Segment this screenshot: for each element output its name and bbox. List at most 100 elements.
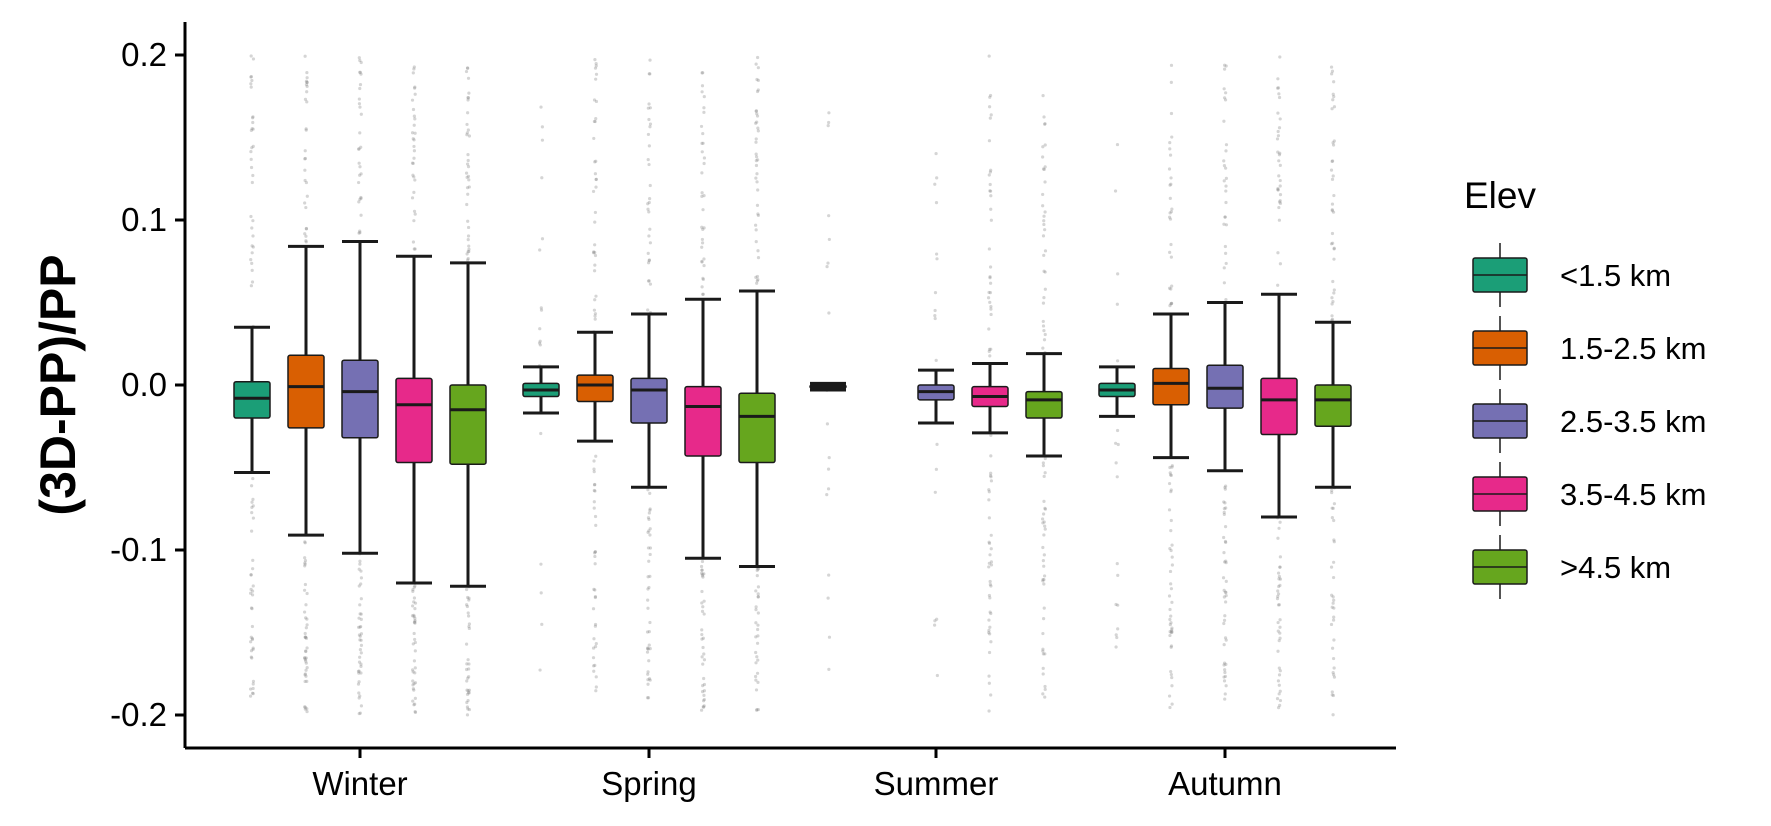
outlier-point [989, 218, 993, 222]
outlier-point [987, 681, 991, 685]
outlier-point [1168, 217, 1173, 221]
outlier-point [647, 162, 651, 167]
outlier-point [1114, 645, 1118, 649]
outlier-point [1278, 520, 1282, 524]
outlier-point [1330, 690, 1334, 694]
outlier-point [358, 131, 362, 135]
outlier-point [1115, 428, 1120, 433]
outlier-point [594, 99, 599, 104]
outlier-point [592, 470, 596, 474]
outlier-point [357, 56, 361, 60]
outlier-point [647, 102, 651, 106]
outlier-point [987, 650, 992, 655]
outlier-point [467, 247, 471, 251]
outlier-point [412, 156, 416, 160]
outlier-point [1330, 296, 1334, 300]
outlier-point [592, 664, 596, 668]
outlier-point [540, 237, 545, 241]
outlier-point [357, 711, 361, 716]
outlier-point [594, 177, 598, 182]
outlier-point [303, 97, 308, 101]
outlier-point [755, 172, 759, 176]
outlier-point [410, 161, 415, 165]
outlier-point [1224, 594, 1228, 598]
outlier-point [646, 106, 650, 110]
outlier-point [358, 70, 362, 74]
outlier-point [465, 186, 470, 190]
outlier-point [358, 83, 363, 87]
outlier-point [755, 574, 759, 578]
outlier-point [1330, 506, 1334, 510]
outlier-point [411, 670, 415, 674]
outlier-point [986, 296, 991, 300]
outlier-point [1224, 662, 1228, 666]
outlier-point [988, 596, 992, 600]
outlier-point [827, 573, 831, 577]
outlier-point [756, 567, 760, 571]
outlier-point [1169, 672, 1173, 677]
outlier-point [465, 662, 469, 666]
outlier-point [702, 161, 706, 166]
outlier-point [249, 284, 253, 288]
outlier-point [249, 635, 253, 639]
outlier-point [305, 646, 309, 650]
outlier-point [466, 153, 470, 157]
outlier-point [987, 247, 991, 251]
outlier-point [1169, 176, 1173, 180]
outlier-point [303, 561, 307, 565]
outlier-point [592, 551, 597, 555]
outlier-point [755, 279, 759, 283]
outlier-point [1041, 204, 1045, 208]
outlier-point [1043, 287, 1047, 291]
outlier-point [826, 487, 831, 491]
outlier-point [464, 642, 469, 646]
outlier-point [754, 176, 758, 180]
outlier-point [1278, 625, 1282, 629]
outlier-point [249, 149, 253, 154]
outlier-point [1330, 177, 1335, 181]
outlier-point [648, 574, 652, 578]
outlier-point [467, 249, 471, 254]
outlier-point [1041, 579, 1045, 583]
outlier-point [1223, 636, 1228, 640]
outlier-point [592, 308, 597, 312]
outlier-point [756, 158, 760, 162]
outlier-point [1168, 705, 1172, 710]
outlier-point [1222, 266, 1226, 270]
outlier-point [305, 617, 309, 621]
outlier-point [1168, 153, 1173, 157]
outlier-point [1043, 507, 1048, 511]
outlier-point [989, 113, 993, 117]
outlier-point [1278, 199, 1282, 203]
outlier-point [646, 672, 650, 676]
outlier-point [593, 624, 597, 628]
outlier-point [646, 261, 651, 265]
outlier-point [1224, 189, 1228, 193]
outlier-point [305, 90, 309, 94]
outlier-point [754, 155, 759, 159]
outlier-point [538, 327, 542, 331]
box-5-winter [449, 261, 487, 588]
outlier-point [1041, 301, 1046, 305]
outlier-point [1170, 555, 1174, 559]
outlier-point [645, 630, 650, 634]
outlier-point [357, 567, 361, 571]
outlier-point [357, 691, 361, 695]
box-rect [576, 374, 614, 403]
outlier-point [1277, 683, 1281, 687]
outlier-point [1222, 63, 1227, 67]
outlier-point [305, 70, 309, 75]
outlier-point [1329, 242, 1334, 246]
outlier-point [1277, 603, 1281, 607]
outlier-point [465, 122, 469, 127]
outlier-point [827, 635, 832, 639]
outlier-point [305, 623, 309, 627]
outlier-point [1224, 561, 1228, 565]
outlier-point [359, 582, 363, 586]
outlier-point [1167, 167, 1172, 171]
outlier-point [412, 123, 416, 127]
outlier-point [411, 71, 415, 75]
outlier-point [466, 96, 471, 100]
outlier-point [1169, 582, 1173, 586]
outlier-point [1275, 597, 1280, 601]
